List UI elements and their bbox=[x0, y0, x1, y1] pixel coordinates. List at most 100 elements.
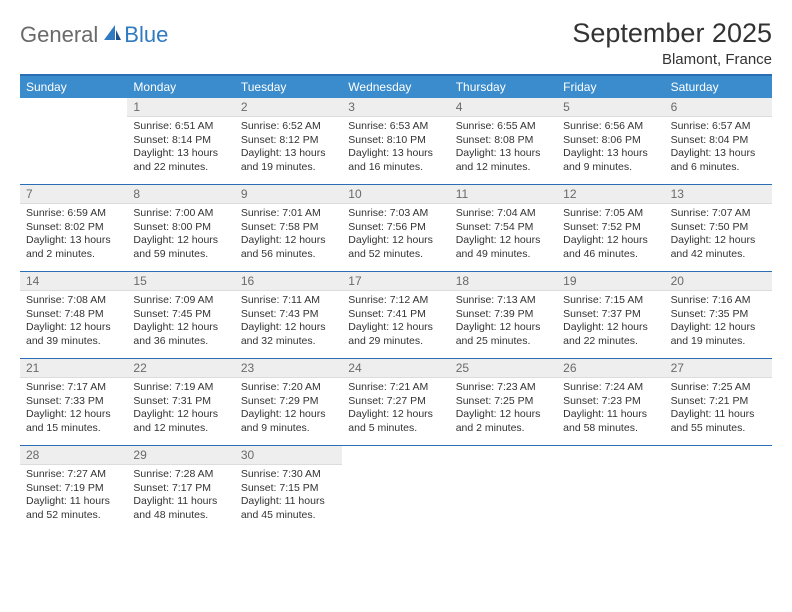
sunset-text: Sunset: 7:39 PM bbox=[456, 308, 551, 322]
day-detail: Sunrise: 7:30 AMSunset: 7:15 PMDaylight:… bbox=[235, 465, 342, 529]
col-monday: Monday bbox=[127, 76, 234, 98]
day-number: 26 bbox=[557, 359, 664, 378]
daylight-text: Daylight: 12 hours and 15 minutes. bbox=[26, 408, 121, 435]
daylight-text: Daylight: 13 hours and 22 minutes. bbox=[133, 147, 228, 174]
sunset-text: Sunset: 7:50 PM bbox=[671, 221, 766, 235]
day-cell: 23Sunrise: 7:20 AMSunset: 7:29 PMDayligh… bbox=[235, 359, 342, 443]
col-saturday: Saturday bbox=[665, 76, 772, 98]
day-cell bbox=[557, 446, 664, 530]
sunrise-text: Sunrise: 7:09 AM bbox=[133, 294, 228, 308]
sunrise-text: Sunrise: 7:05 AM bbox=[563, 207, 658, 221]
day-number: 20 bbox=[665, 272, 772, 291]
day-number: 10 bbox=[342, 185, 449, 204]
daylight-text: Daylight: 13 hours and 6 minutes. bbox=[671, 147, 766, 174]
day-detail: Sunrise: 7:23 AMSunset: 7:25 PMDaylight:… bbox=[450, 378, 557, 442]
sunrise-text: Sunrise: 6:52 AM bbox=[241, 120, 336, 134]
sunrise-text: Sunrise: 7:24 AM bbox=[563, 381, 658, 395]
sunset-text: Sunset: 7:19 PM bbox=[26, 482, 121, 496]
day-cell bbox=[342, 446, 449, 530]
daylight-text: Daylight: 12 hours and 49 minutes. bbox=[456, 234, 551, 261]
sunrise-text: Sunrise: 7:07 AM bbox=[671, 207, 766, 221]
daylight-text: Daylight: 13 hours and 19 minutes. bbox=[241, 147, 336, 174]
day-number: 12 bbox=[557, 185, 664, 204]
daylight-text: Daylight: 13 hours and 12 minutes. bbox=[456, 147, 551, 174]
brand-logo: General Blue bbox=[20, 18, 168, 48]
daylight-text: Daylight: 12 hours and 39 minutes. bbox=[26, 321, 121, 348]
day-detail: Sunrise: 7:24 AMSunset: 7:23 PMDaylight:… bbox=[557, 378, 664, 442]
daylight-text: Daylight: 12 hours and 2 minutes. bbox=[456, 408, 551, 435]
day-detail: Sunrise: 7:19 AMSunset: 7:31 PMDaylight:… bbox=[127, 378, 234, 442]
week-row: 14Sunrise: 7:08 AMSunset: 7:48 PMDayligh… bbox=[20, 272, 772, 356]
day-cell: 22Sunrise: 7:19 AMSunset: 7:31 PMDayligh… bbox=[127, 359, 234, 443]
day-detail: Sunrise: 6:57 AMSunset: 8:04 PMDaylight:… bbox=[665, 117, 772, 181]
sunrise-text: Sunrise: 7:00 AM bbox=[133, 207, 228, 221]
day-number: 18 bbox=[450, 272, 557, 291]
day-cell: 1Sunrise: 6:51 AMSunset: 8:14 PMDaylight… bbox=[127, 98, 234, 182]
weeks-container: 1Sunrise: 6:51 AMSunset: 8:14 PMDaylight… bbox=[20, 98, 772, 530]
day-cell: 5Sunrise: 6:56 AMSunset: 8:06 PMDaylight… bbox=[557, 98, 664, 182]
day-detail: Sunrise: 7:21 AMSunset: 7:27 PMDaylight:… bbox=[342, 378, 449, 442]
sunset-text: Sunset: 7:29 PM bbox=[241, 395, 336, 409]
sunrise-text: Sunrise: 6:59 AM bbox=[26, 207, 121, 221]
day-number: 8 bbox=[127, 185, 234, 204]
daylight-text: Daylight: 12 hours and 9 minutes. bbox=[241, 408, 336, 435]
daylight-text: Daylight: 11 hours and 45 minutes. bbox=[241, 495, 336, 522]
day-detail: Sunrise: 7:20 AMSunset: 7:29 PMDaylight:… bbox=[235, 378, 342, 442]
day-number: 5 bbox=[557, 98, 664, 117]
sunrise-text: Sunrise: 7:01 AM bbox=[241, 207, 336, 221]
sunset-text: Sunset: 7:33 PM bbox=[26, 395, 121, 409]
day-detail: Sunrise: 7:01 AMSunset: 7:58 PMDaylight:… bbox=[235, 204, 342, 268]
day-number: 30 bbox=[235, 446, 342, 465]
day-detail: Sunrise: 7:04 AMSunset: 7:54 PMDaylight:… bbox=[450, 204, 557, 268]
daylight-text: Daylight: 12 hours and 19 minutes. bbox=[671, 321, 766, 348]
day-detail: Sunrise: 6:56 AMSunset: 8:06 PMDaylight:… bbox=[557, 117, 664, 181]
day-number: 14 bbox=[20, 272, 127, 291]
daylight-text: Daylight: 12 hours and 22 minutes. bbox=[563, 321, 658, 348]
sunset-text: Sunset: 7:37 PM bbox=[563, 308, 658, 322]
day-number: 23 bbox=[235, 359, 342, 378]
day-cell: 14Sunrise: 7:08 AMSunset: 7:48 PMDayligh… bbox=[20, 272, 127, 356]
day-cell: 15Sunrise: 7:09 AMSunset: 7:45 PMDayligh… bbox=[127, 272, 234, 356]
sunset-text: Sunset: 7:45 PM bbox=[133, 308, 228, 322]
day-number: 6 bbox=[665, 98, 772, 117]
daylight-text: Daylight: 12 hours and 25 minutes. bbox=[456, 321, 551, 348]
day-cell: 4Sunrise: 6:55 AMSunset: 8:08 PMDaylight… bbox=[450, 98, 557, 182]
week-row: 21Sunrise: 7:17 AMSunset: 7:33 PMDayligh… bbox=[20, 359, 772, 443]
day-cell: 26Sunrise: 7:24 AMSunset: 7:23 PMDayligh… bbox=[557, 359, 664, 443]
daylight-text: Daylight: 12 hours and 59 minutes. bbox=[133, 234, 228, 261]
sunrise-text: Sunrise: 6:51 AM bbox=[133, 120, 228, 134]
day-cell: 29Sunrise: 7:28 AMSunset: 7:17 PMDayligh… bbox=[127, 446, 234, 530]
sunset-text: Sunset: 7:43 PM bbox=[241, 308, 336, 322]
sunrise-text: Sunrise: 7:17 AM bbox=[26, 381, 121, 395]
day-cell: 19Sunrise: 7:15 AMSunset: 7:37 PMDayligh… bbox=[557, 272, 664, 356]
day-cell: 24Sunrise: 7:21 AMSunset: 7:27 PMDayligh… bbox=[342, 359, 449, 443]
brand-part1: General bbox=[20, 22, 98, 48]
sunrise-text: Sunrise: 7:21 AM bbox=[348, 381, 443, 395]
day-cell: 9Sunrise: 7:01 AMSunset: 7:58 PMDaylight… bbox=[235, 185, 342, 269]
day-number: 28 bbox=[20, 446, 127, 465]
daylight-text: Daylight: 12 hours and 5 minutes. bbox=[348, 408, 443, 435]
day-detail: Sunrise: 7:08 AMSunset: 7:48 PMDaylight:… bbox=[20, 291, 127, 355]
sunset-text: Sunset: 7:35 PM bbox=[671, 308, 766, 322]
sunset-text: Sunset: 7:31 PM bbox=[133, 395, 228, 409]
daylight-text: Daylight: 11 hours and 48 minutes. bbox=[133, 495, 228, 522]
sunrise-text: Sunrise: 7:30 AM bbox=[241, 468, 336, 482]
sunset-text: Sunset: 8:10 PM bbox=[348, 134, 443, 148]
day-cell: 13Sunrise: 7:07 AMSunset: 7:50 PMDayligh… bbox=[665, 185, 772, 269]
sunrise-text: Sunrise: 7:11 AM bbox=[241, 294, 336, 308]
day-detail: Sunrise: 7:16 AMSunset: 7:35 PMDaylight:… bbox=[665, 291, 772, 355]
sunset-text: Sunset: 8:06 PM bbox=[563, 134, 658, 148]
day-detail: Sunrise: 7:25 AMSunset: 7:21 PMDaylight:… bbox=[665, 378, 772, 442]
day-cell: 6Sunrise: 6:57 AMSunset: 8:04 PMDaylight… bbox=[665, 98, 772, 182]
sunset-text: Sunset: 7:56 PM bbox=[348, 221, 443, 235]
day-cell: 10Sunrise: 7:03 AMSunset: 7:56 PMDayligh… bbox=[342, 185, 449, 269]
brand-part2: Blue bbox=[124, 22, 168, 48]
daylight-text: Daylight: 12 hours and 42 minutes. bbox=[671, 234, 766, 261]
day-cell: 7Sunrise: 6:59 AMSunset: 8:02 PMDaylight… bbox=[20, 185, 127, 269]
sunset-text: Sunset: 7:25 PM bbox=[456, 395, 551, 409]
location: Blamont, France bbox=[572, 51, 772, 68]
week-row: 1Sunrise: 6:51 AMSunset: 8:14 PMDaylight… bbox=[20, 98, 772, 182]
sunrise-text: Sunrise: 7:28 AM bbox=[133, 468, 228, 482]
day-number: 11 bbox=[450, 185, 557, 204]
sunset-text: Sunset: 8:04 PM bbox=[671, 134, 766, 148]
